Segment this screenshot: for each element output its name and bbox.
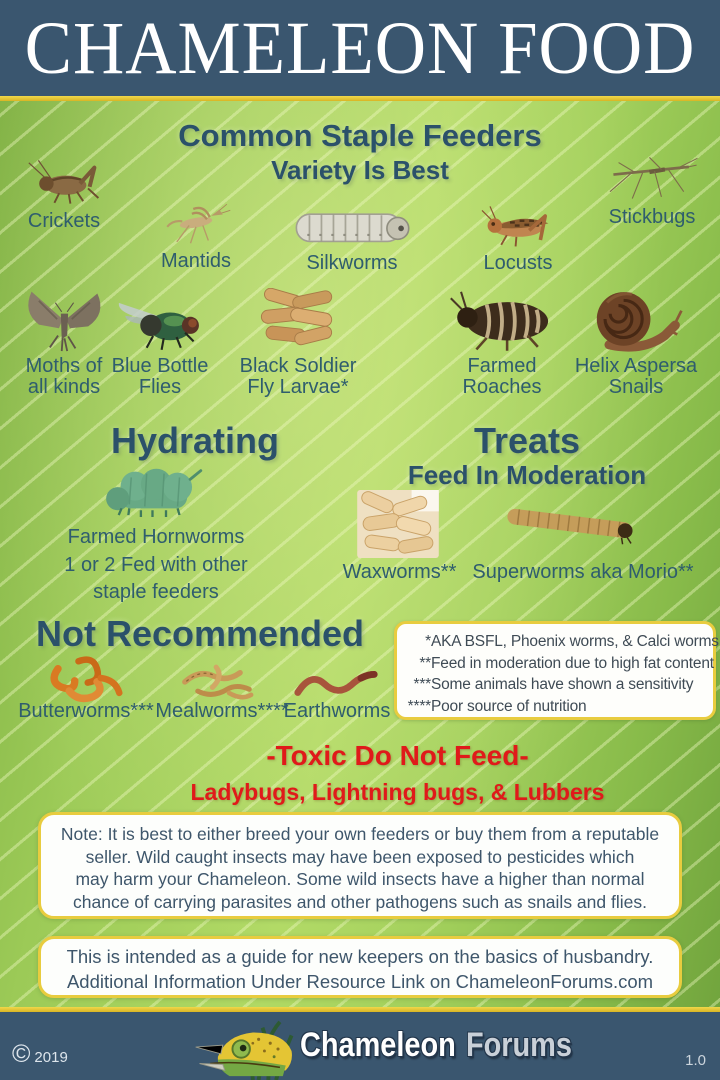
bsf-larvae-icon [230,288,366,352]
footnote-line: ** Feed in moderation due to high fat co… [397,653,714,675]
feeder-item-moths: Moths of all kinds [0,288,132,398]
stickbug-icon [586,154,718,202]
hornworm-caption: Farmed Hornworms 1 or 2 Fed with other s… [30,524,282,607]
feeder-label-line1: Farmed [467,355,537,377]
cricket-icon [0,158,130,206]
butterworms-icon [38,652,130,704]
footnote-line: * AKA BSFL, Phoenix worms, & Calci worms [397,631,719,653]
feeder-item-silkworms: Silkworms [286,200,418,274]
feeder-label: Stickbugs [608,206,696,228]
footnote-line: *** Some animals have shown a sensitivit… [397,674,713,696]
feeder-label-line2: all kinds [27,376,101,398]
toxic-section: -Toxic Do Not Feed- Ladybugs, Lightning … [75,740,720,806]
feeder-item-helix-aspersa-snails: Helix Aspersa Snails [561,288,711,398]
note-line: may harm your Chameleon. Some wild insec… [75,869,645,890]
feeder-item-farmed-roaches: Farmed Roaches [434,288,570,398]
footnote-stars: * [425,633,431,650]
feeder-item-mantids: Mantids [130,198,262,272]
logo-text-chameleon: Chameleon [300,1026,456,1064]
footnote-text: Poor source of nutrition [431,697,587,715]
snail-icon [561,288,711,352]
feeder-label: Mantids [160,250,232,272]
hydrating-section-title: Hydrating [110,420,279,461]
mealworms-icon [172,658,264,704]
not-recommended-label-butterworms: Butterworms*** [18,700,154,722]
hornworm-caption-line3: staple feeders [93,581,219,603]
not-recommended-label-mealworms: Mealworms**** [155,700,289,722]
note-line: chance of carrying parasites and other p… [73,891,647,912]
copyright-year: 2019 [34,1049,68,1066]
guide-line: This is intended as a guide for new keep… [66,946,654,967]
feeder-label-line1: Helix Aspersa [574,355,698,377]
chameleon-logo-icon [188,1018,306,1080]
locust-icon [452,200,584,248]
logo-text-forums: Forums [465,1026,572,1064]
page-title: CHAMELEON FOOD [24,7,696,90]
feeder-item-locusts: Locusts [452,200,584,274]
copyright-symbol: © [12,1040,31,1068]
toxic-title: -Toxic Do Not Feed- [266,740,529,771]
not-recommended-label-earthworms: Earthworms [283,700,391,722]
header-divider [0,96,720,101]
footnote-text: Feed in moderation due to high fat conte… [431,654,714,672]
superworm-icon [503,503,641,549]
guide-line: Additional Information Under Resource Li… [66,971,654,992]
feeder-label-line1: Black Soldier [239,355,357,377]
silkworm-icon [286,200,418,248]
feeder-item-crickets: Crickets [0,158,130,232]
header-banner: CHAMELEON FOOD [0,0,720,96]
feeder-label: Locusts [483,252,553,274]
note-line: Note: It is best to either breed your ow… [60,824,660,844]
feeder-label: Silkworms [306,252,398,274]
hornworm-caption-line1: Farmed Hornworms [67,526,245,548]
treat-label-superworms: Superworms aka Morio** [472,561,694,583]
feeder-label-line2: Snails [608,376,664,398]
footer-banner [0,1012,720,1080]
feeder-item-stickbugs: Stickbugs [586,154,718,228]
footnote-stars: ** [419,654,431,672]
footnote-text: AKA BSFL, Phoenix worms, & Calci worms [431,633,719,650]
staples-section-subtitle: Variety Is Best [271,155,449,185]
hornworm-caption-line2: 1 or 2 Fed with other [64,553,248,576]
feeder-label-line1: Moths of [25,355,103,377]
feeder-item-blue-bottle-flies: Blue Bottle Flies [92,288,228,398]
note-line: seller. Wild caught insects may have bee… [85,846,635,867]
treats-section-subtitle: Feed In Moderation [407,460,647,490]
treats-section-title: Treats [473,420,581,461]
feeder-label-line2: Roaches [462,376,542,398]
footnotes-box: * AKA BSFL, Phoenix worms, & Calci worms… [394,621,719,720]
mantis-icon [130,198,262,246]
waxworms-icon [357,490,439,558]
guide-box: This is intended as a guide for new keep… [38,936,682,998]
footer-divider [0,1007,720,1012]
fly-icon [92,288,228,352]
footnote-text: Some animals have shown a sensitivity [431,676,694,693]
feeder-item-bsf-larvae: Black Soldier Fly Larvae* [230,288,366,398]
footnote-stars: *** [413,676,432,693]
treat-label-waxworms: Waxworms** [342,561,457,583]
feeder-label-line2: Fly Larvae* [247,376,349,398]
toxic-subtitle: Ladybugs, Lightning bugs, & Lubbers [190,779,605,805]
footnote-line: **** Poor source of nutrition [397,696,713,718]
earthworm-icon [292,664,380,702]
forum-logo-text: Chameleon Forums [300,1026,572,1065]
feeder-label-line1: Blue Bottle [111,355,209,377]
moth-icon [0,288,132,352]
feeder-label: Crickets [27,210,101,232]
staples-section-title: Common Staple Feeders [178,118,542,153]
hornworm-icon [96,462,208,518]
feeder-label-line2: Flies [138,376,182,398]
footnote-stars: **** [407,697,432,715]
not-recommended-section-title: Not Recommended [35,613,365,654]
copyright-notice: © 2019 [12,1040,68,1069]
roach-icon [434,288,570,352]
version-label: 1.0 [685,1052,706,1069]
note-box: Note: It is best to either breed your ow… [38,812,682,919]
